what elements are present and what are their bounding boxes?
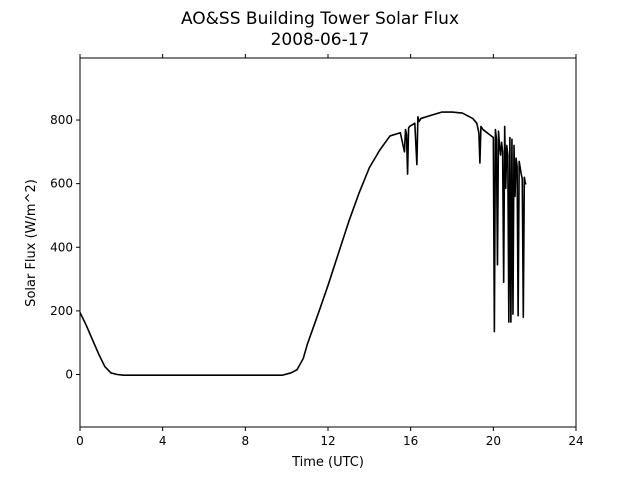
y-tick-label: 800	[50, 113, 73, 127]
y-tick-label: 600	[50, 177, 73, 191]
x-axis-label: Time (UTC)	[291, 455, 364, 470]
x-axis: 0 4 8 12 16 20 24	[76, 54, 584, 448]
x-tick-label: 8	[242, 434, 250, 448]
y-tick-label: 200	[50, 304, 73, 318]
x-tick-label: 16	[403, 434, 418, 448]
x-tick-label: 12	[320, 434, 335, 448]
solar-flux-line	[79, 111, 527, 376]
plot-frame	[79, 57, 577, 428]
chart-title: AO&SS Building Tower Solar Flux	[181, 9, 459, 29]
x-tick-label: 0	[76, 434, 84, 448]
y-axis: 0 200 400 600 800	[50, 113, 80, 382]
y-tick-label: 0	[65, 368, 73, 382]
x-tick-label: 4	[159, 434, 167, 448]
y-axis-label: Solar Flux (W/m^2)	[24, 179, 39, 307]
chart-subtitle: 2008-06-17	[271, 30, 370, 50]
x-tick-label: 20	[486, 434, 501, 448]
x-tick-label: 24	[568, 434, 583, 448]
y-tick-label: 400	[50, 240, 73, 254]
